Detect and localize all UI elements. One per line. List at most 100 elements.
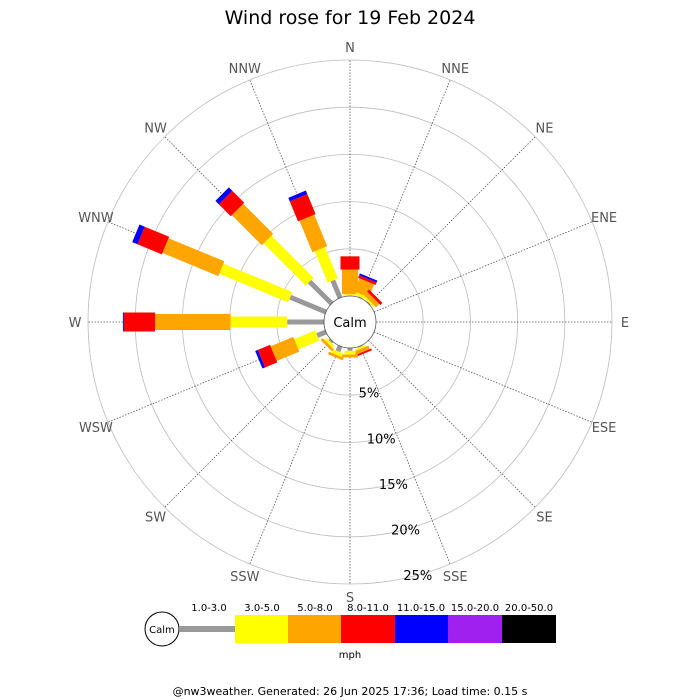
bar-segment-5.0-8.0 — [364, 292, 380, 308]
bar-segment-3.0-5.0 — [344, 294, 356, 296]
bar-segment-1.0-3.0 — [330, 279, 343, 299]
footer-text: @nw3weather. Generated: 26 Jun 2025 17:3… — [173, 685, 528, 698]
spoke-line — [368, 136, 536, 304]
wind-bar-s — [342, 348, 358, 358]
legend-swatch-5.0-8.0 — [288, 615, 342, 643]
bar-segment-8.0-11.0 — [137, 226, 170, 255]
direction-label-w: W — [69, 316, 82, 331]
bar-segment-1.0-3.0 — [335, 345, 343, 353]
bar-segment-3.0-5.0 — [263, 235, 314, 286]
bar-segment-5.0-8.0 — [342, 269, 358, 295]
bar-segment-11.0-15.0 — [215, 187, 233, 205]
bar-segment-11.0-15.0 — [288, 190, 308, 202]
legend-swatch-1.0-3.0 — [179, 626, 235, 632]
legend-label-1.0-3.0: 1.0-3.0 — [191, 603, 226, 614]
direction-label-ene: ENE — [591, 211, 617, 226]
bar-segment-5.0-8.0 — [155, 314, 231, 330]
calm-circle — [323, 295, 377, 349]
spoke-line — [368, 340, 536, 508]
wind-bar-ssw — [327, 345, 344, 361]
spoke-line — [359, 79, 451, 299]
wind-bar-n — [340, 256, 360, 296]
bar-segment-1.0-3.0 — [287, 319, 324, 325]
bar-segment-8.0-11.0 — [358, 275, 377, 286]
bar-segment-1.0-3.0 — [366, 301, 371, 306]
wind-bar-wnw — [132, 224, 327, 315]
wind-bar-nw — [215, 187, 334, 306]
ring-label: 15% — [379, 478, 408, 493]
direction-label-se: SE — [536, 510, 552, 525]
bar-segment-1.0-3.0 — [347, 348, 353, 351]
legend-swatch-8.0-11.0 — [341, 615, 395, 643]
ring-label: 25% — [403, 569, 432, 584]
wind-bar-wsw — [255, 329, 327, 369]
bar-segment-8.0-11.0 — [123, 312, 156, 332]
bar-segment-1.0-3.0 — [289, 294, 327, 315]
spoke-line — [373, 331, 593, 423]
direction-label-nnw: NNW — [229, 62, 261, 77]
direction-label-ese: ESE — [592, 421, 617, 436]
legend-swatch-20.0-50.0 — [502, 615, 556, 643]
spoke-line — [164, 340, 332, 508]
grid-ring — [87, 59, 613, 585]
bar-segment-3.0-5.0 — [324, 337, 335, 348]
bar-segment-8.0-11.0 — [367, 289, 383, 305]
bar-segment-5.0-8.0 — [231, 203, 274, 246]
bar-segment-11.0-15.0 — [132, 224, 145, 245]
wind-bars — [122, 187, 383, 369]
legend-label-15.0-20.0: 15.0-20.0 — [451, 603, 499, 614]
bar-segment-5.0-8.0 — [162, 238, 225, 277]
bar-segment-3.0-5.0 — [219, 263, 293, 303]
direction-label-wsw: WSW — [79, 421, 113, 436]
bar-segment-11.0-15.0 — [122, 312, 124, 332]
bar-segment-8.0-11.0 — [218, 190, 245, 217]
direction-label-ssw: SSW — [230, 570, 260, 585]
direction-label-n: N — [345, 41, 355, 56]
wind-bar-ne — [364, 289, 383, 308]
bar-segment-8.0-11.0 — [353, 348, 372, 358]
legend-label-11.0-15.0: 11.0-15.0 — [397, 603, 445, 614]
ring-label: 20% — [391, 523, 420, 538]
bar-segment-5.0-8.0 — [342, 354, 358, 358]
ring-labels: 5% 10% 15% 20% 25% — [359, 387, 433, 584]
spoke-line — [359, 345, 451, 565]
legend-label-20.0-50.0: 20.0-50.0 — [505, 603, 553, 614]
legend-swatch-3.0-5.0 — [235, 615, 289, 643]
legend: Calm 1.0-3.0 3.0-5.0 5.0-8.0 8.0-11.0 11.0-1… — [144, 603, 556, 661]
bar-segment-8.0-11.0 — [289, 194, 316, 222]
bar-segment-3.0-5.0 — [230, 316, 288, 328]
direction-label-nne: NNE — [441, 62, 469, 77]
bar-segment-8.0-11.0 — [340, 256, 360, 270]
wind-bar-w — [122, 312, 324, 332]
bar-segment-3.0-5.0 — [365, 297, 375, 307]
legend-calm-label: Calm — [149, 625, 175, 636]
legend-label-3.0-5.0: 3.0-5.0 — [244, 603, 279, 614]
bar-segment-3.0-5.0 — [355, 292, 367, 300]
spoke-line — [249, 345, 341, 565]
bar-segment-8.0-11.0 — [257, 344, 278, 368]
direction-label-nw: NW — [144, 122, 167, 137]
legend-label-5.0-8.0: 5.0-8.0 — [297, 603, 332, 614]
direction-label-sw: SW — [145, 510, 166, 525]
ring-label: 5% — [359, 387, 380, 402]
legend-swatch-15.0-20.0 — [448, 615, 502, 643]
direction-label-ne: NE — [535, 122, 553, 137]
legend-label-8.0-11.0: 8.0-11.0 — [347, 603, 389, 614]
direction-label-sse: SSE — [443, 570, 468, 585]
bar-segment-1.0-3.0 — [307, 279, 334, 306]
bar-segment-11.0-15.0 — [255, 349, 266, 369]
chart-title: Wind rose for 19 Feb 2024 — [225, 7, 476, 29]
bar-segment-5.0-8.0 — [320, 338, 334, 352]
bar-segment-5.0-8.0 — [327, 351, 344, 361]
direction-label-wnw: WNW — [78, 211, 114, 226]
wind-bar-sw — [320, 337, 335, 352]
spoke-line — [373, 221, 593, 313]
bar-segment-3.0-5.0 — [314, 247, 338, 283]
ring-label: 10% — [367, 432, 396, 447]
bar-segment-11.0-15.0 — [359, 273, 378, 283]
direction-labels: N NNE NE ENE E ESE SE SSE S SSW SW WSW W WNW NW NNW — [69, 41, 630, 606]
bar-segment-3.0-5.0 — [344, 350, 356, 355]
bar-segment-1.0-3.0 — [316, 329, 327, 338]
direction-label-s: S — [346, 591, 354, 606]
